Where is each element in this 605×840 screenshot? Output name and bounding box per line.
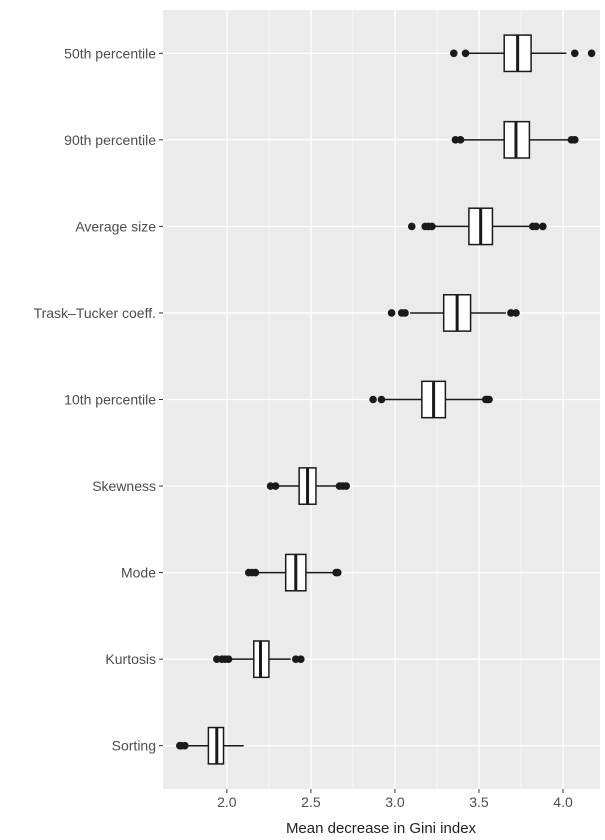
outlier-point <box>485 395 493 404</box>
box-4 <box>369 380 493 419</box>
outlier-point <box>587 49 596 58</box>
boxes <box>176 34 596 765</box>
box-8 <box>176 726 244 765</box>
x-tick-label: 2.0 <box>217 794 237 810</box>
outlier-point <box>449 49 458 58</box>
outlier-point <box>334 568 342 577</box>
outlier-point <box>387 309 396 317</box>
outlier-point <box>271 482 280 490</box>
outlier-point <box>428 222 436 231</box>
outlier-point <box>401 309 409 317</box>
outlier-point <box>342 482 351 490</box>
box-7 <box>212 640 305 679</box>
outlier-point <box>251 568 260 577</box>
outlier-point <box>377 395 386 404</box>
outlier-point <box>456 136 465 144</box>
outlier-point <box>570 136 579 144</box>
outlier-point <box>512 309 520 317</box>
x-tick-label: 4.0 <box>553 794 573 810</box>
y-tick-label: 10th percentile <box>64 392 156 408</box>
y-tick-label: 90th percentile <box>64 132 156 148</box>
x-tick-label: 2.5 <box>301 794 321 810</box>
axes: 2.0 2.5 3.0 3.5 4.0 50th percentile 90th perce… <box>34 45 573 810</box>
outlier-point <box>297 655 305 663</box>
y-tick-label: 50th percentile <box>64 45 156 61</box>
outlier-point <box>532 222 540 231</box>
y-tick-label: Mode <box>121 565 156 581</box>
box-1 <box>451 120 579 159</box>
outlier-point <box>461 49 470 58</box>
x-tick-label: 3.0 <box>385 794 405 810</box>
box-6 <box>244 553 342 592</box>
y-tick-label: Sorting <box>112 738 156 754</box>
box-3 <box>387 294 520 332</box>
outlier-point <box>369 395 377 404</box>
outlier-point <box>181 741 189 750</box>
outlier-point <box>224 655 233 663</box>
x-tick-label: 3.5 <box>469 794 489 810</box>
y-tick-label: Average size <box>75 218 156 234</box>
outlier-point <box>539 222 547 231</box>
outlier-point <box>407 222 416 231</box>
box-5 <box>266 467 351 505</box>
outlier-point <box>570 49 579 58</box>
box-0 <box>449 34 596 73</box>
y-tick-label: Trask–Tucker coeff. <box>34 305 156 321</box>
x-axis-title: Mean decrease in Gini index <box>286 820 477 837</box>
y-tick-label: Kurtosis <box>105 651 156 667</box>
box-2 <box>407 207 547 246</box>
y-tick-label: Skewness <box>92 478 156 494</box>
